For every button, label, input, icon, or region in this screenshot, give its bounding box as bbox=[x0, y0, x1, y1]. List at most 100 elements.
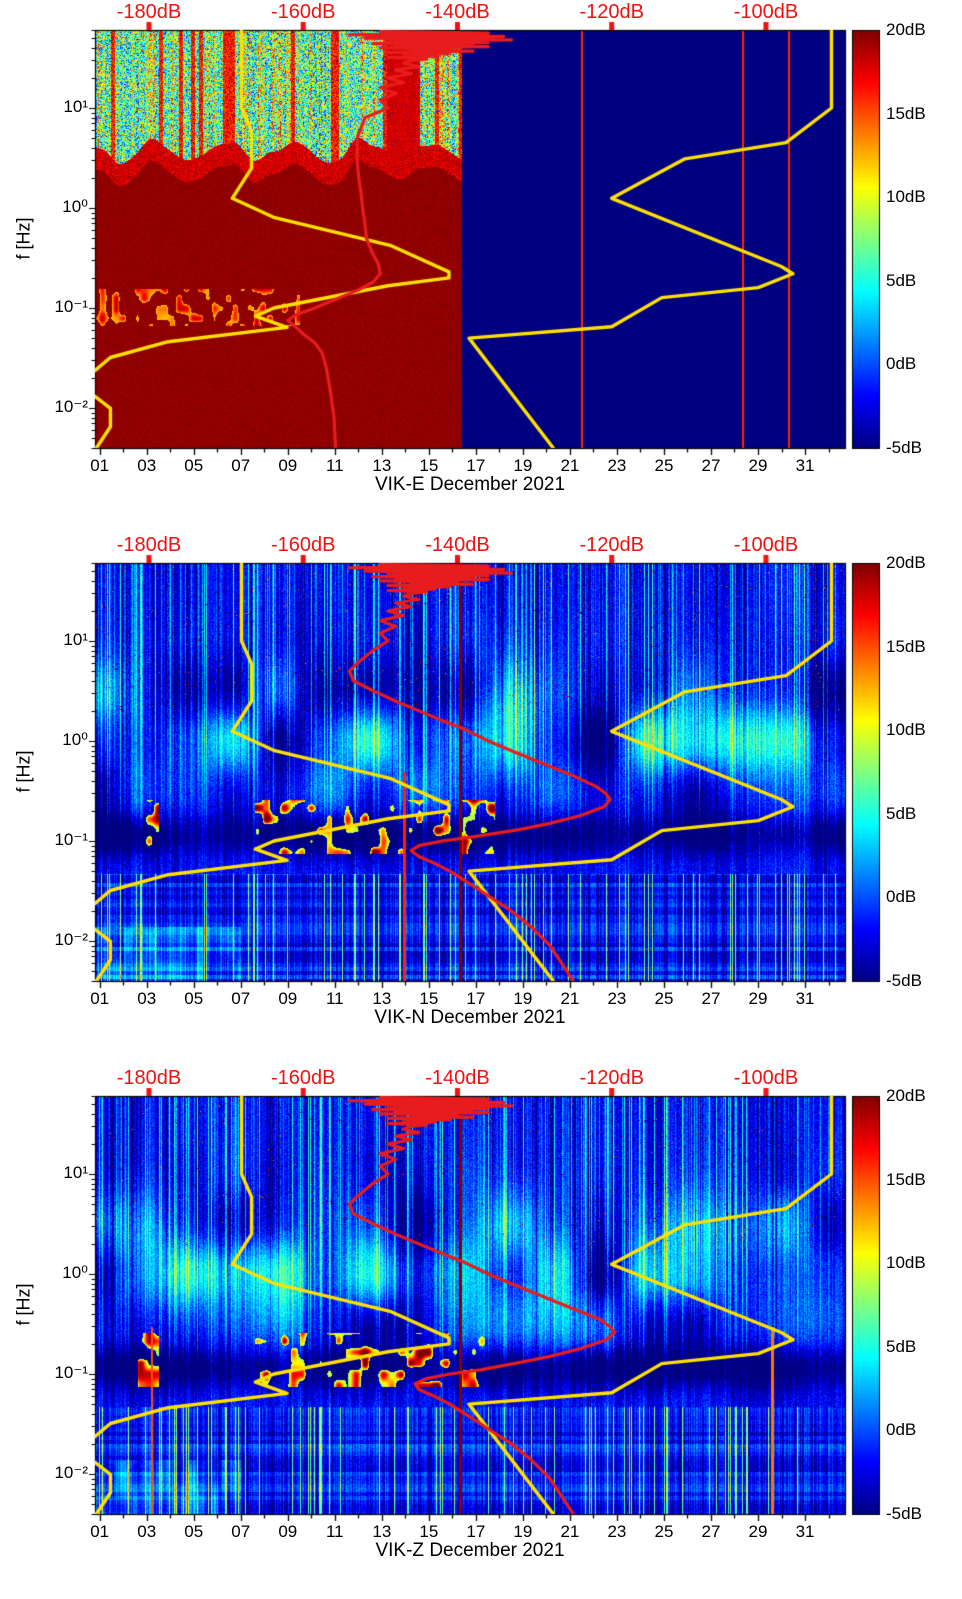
x-tick-label: 19 bbox=[513, 989, 533, 1008]
colorbar-tick-label: 10dB bbox=[886, 1253, 926, 1273]
x-tick-label: 21 bbox=[560, 989, 580, 1008]
x-tick-label: 25 bbox=[654, 989, 674, 1008]
y-tick-label: 10⁰ bbox=[62, 730, 88, 749]
colorbar-tick-label: -5dB bbox=[886, 1504, 922, 1523]
top-axis-db-label: -160dB bbox=[270, 1, 336, 23]
colorbar-tick-label: 5dB bbox=[886, 803, 917, 823]
x-axis-title-vik-e: VIK-E December 2021 bbox=[374, 474, 566, 495]
colorbar-tick-label: 15dB bbox=[886, 1169, 926, 1189]
x-tick-label: 31 bbox=[795, 989, 815, 1008]
top-axis-db-label: -120dB bbox=[579, 1, 644, 23]
x-tick-label: 25 bbox=[654, 456, 674, 475]
top-axis-db-label: -120dB bbox=[579, 534, 644, 556]
x-axis-title-vik-n: VIK-N December 2021 bbox=[374, 1007, 566, 1028]
x-tick-label: 15 bbox=[419, 456, 439, 475]
x-tick-label: 13 bbox=[372, 456, 392, 475]
top-axis-db-label: -180dB bbox=[116, 1067, 182, 1089]
x-tick-label: 29 bbox=[748, 1522, 768, 1541]
x-tick-label: 09 bbox=[278, 456, 298, 475]
x-tick-label: 13 bbox=[372, 989, 392, 1008]
x-tick-label: 27 bbox=[701, 456, 721, 475]
top-axis-db-label: -100dB bbox=[733, 1067, 799, 1089]
top-axis-db-label: -120dB bbox=[579, 1067, 644, 1089]
x-tick-label: 05 bbox=[184, 456, 204, 475]
x-tick-label: 21 bbox=[560, 1522, 580, 1541]
x-tick-label: 03 bbox=[137, 1522, 157, 1541]
x-tick-label: 01 bbox=[90, 989, 110, 1008]
y-tick-label: 10⁻¹ bbox=[54, 830, 88, 849]
colorbar-tick-label: 0dB bbox=[886, 354, 917, 374]
x-tick-label: 07 bbox=[231, 1522, 251, 1541]
x-tick-label: 11 bbox=[325, 1522, 344, 1541]
x-tick-label: 31 bbox=[795, 1522, 815, 1541]
x-tick-label: 03 bbox=[137, 456, 157, 475]
colorbar-tick-label: -5dB bbox=[886, 438, 922, 457]
y-tick-label: 10⁻² bbox=[54, 397, 88, 416]
x-tick-label: 03 bbox=[137, 989, 157, 1008]
colorbar-tick-label: 15dB bbox=[886, 636, 926, 656]
spectrogram-panel-vik-z: f [Hz] VIK-Z December 2021 -180dB -160dB -… bbox=[0, 1066, 962, 1599]
x-tick-label: 19 bbox=[513, 1522, 533, 1541]
colorbar-tick-label: 20dB bbox=[886, 1086, 926, 1105]
x-tick-label: 23 bbox=[607, 456, 627, 475]
colorbar-tick-label: 20dB bbox=[886, 553, 926, 572]
colorbar-tick-label: -5dB bbox=[886, 971, 922, 990]
x-tick-label: 07 bbox=[231, 989, 251, 1008]
x-tick-label: 11 bbox=[325, 989, 344, 1008]
y-tick-label: 10¹ bbox=[63, 1163, 88, 1182]
x-tick-label: 17 bbox=[466, 456, 486, 475]
colorbar-tick-label: 20dB bbox=[886, 20, 926, 39]
vik-n-spectrogram-canvas bbox=[0, 533, 962, 1066]
top-axis-db-label: -140dB bbox=[425, 534, 490, 556]
colorbar-tick-label: 5dB bbox=[886, 1336, 917, 1356]
x-tick-label: 05 bbox=[184, 1522, 204, 1541]
spectrogram-panel-vik-n: f [Hz] VIK-N December 2021 -180dB -160dB -… bbox=[0, 533, 962, 1066]
y-tick-label: 10¹ bbox=[63, 97, 88, 116]
y-tick-label: 10⁻² bbox=[54, 930, 88, 949]
top-axis-db-label: -100dB bbox=[733, 534, 799, 556]
y-tick-label: 10¹ bbox=[63, 630, 88, 649]
colorbar-tick-label: 5dB bbox=[886, 270, 917, 290]
x-tick-label: 31 bbox=[795, 456, 815, 475]
colorbar-tick-label: 10dB bbox=[886, 187, 926, 207]
x-tick-label: 11 bbox=[325, 456, 344, 475]
x-tick-label: 27 bbox=[701, 1522, 721, 1541]
y-axis-label: f [Hz] bbox=[13, 750, 34, 793]
x-tick-label: 15 bbox=[419, 1522, 439, 1541]
x-tick-label: 09 bbox=[278, 989, 298, 1008]
x-tick-label: 21 bbox=[560, 456, 580, 475]
x-tick-label: 23 bbox=[607, 989, 627, 1008]
x-tick-label: 25 bbox=[654, 1522, 674, 1541]
colorbar-tick-label: 10dB bbox=[886, 720, 926, 740]
y-tick-label: 10⁻¹ bbox=[54, 1363, 88, 1382]
x-tick-label: 23 bbox=[607, 1522, 627, 1541]
x-tick-label: 13 bbox=[372, 1522, 392, 1541]
x-axis-title-vik-z: VIK-Z December 2021 bbox=[375, 1540, 565, 1561]
x-tick-label: 27 bbox=[701, 989, 721, 1008]
y-tick-label: 10⁰ bbox=[62, 197, 88, 216]
x-tick-label: 15 bbox=[419, 989, 439, 1008]
top-axis-db-label: -140dB bbox=[425, 1067, 490, 1089]
top-axis-db-label: -160dB bbox=[270, 534, 336, 556]
x-tick-label: 17 bbox=[466, 989, 486, 1008]
spectrogram-panel-vik-e: f [Hz] VIK-E December 2021 -180dB -160dB -… bbox=[0, 0, 962, 533]
top-axis-db-label: -100dB bbox=[733, 1, 799, 23]
y-axis-label: f [Hz] bbox=[13, 217, 34, 260]
x-tick-label: 19 bbox=[513, 456, 533, 475]
x-tick-label: 01 bbox=[90, 1522, 110, 1541]
colorbar-tick-label: 15dB bbox=[886, 103, 926, 123]
x-tick-label: 01 bbox=[90, 456, 110, 475]
top-axis-db-label: -160dB bbox=[270, 1067, 336, 1089]
top-axis-db-label: -140dB bbox=[425, 1, 490, 23]
x-tick-label: 07 bbox=[231, 456, 251, 475]
x-tick-label: 29 bbox=[748, 989, 768, 1008]
colorbar-tick-label: 0dB bbox=[886, 1420, 917, 1440]
x-tick-label: 05 bbox=[184, 989, 204, 1008]
x-tick-label: 29 bbox=[748, 456, 768, 475]
x-tick-label: 17 bbox=[466, 1522, 486, 1541]
y-tick-label: 10⁻² bbox=[54, 1463, 88, 1482]
vik-z-spectrogram-canvas bbox=[0, 1066, 962, 1599]
x-tick-label: 09 bbox=[278, 1522, 298, 1541]
vik-e-spectrogram-canvas bbox=[0, 0, 962, 533]
y-axis-label: f [Hz] bbox=[13, 1283, 34, 1326]
